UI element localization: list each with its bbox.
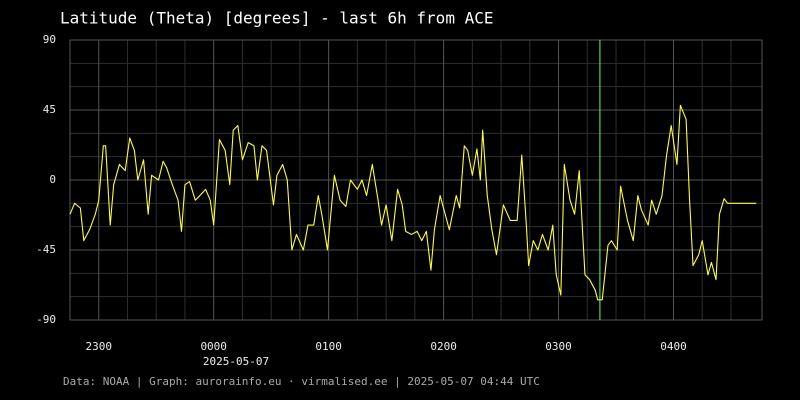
y-tick-label: 0 <box>49 173 56 186</box>
y-tick-label: 90 <box>43 33 56 46</box>
y-tick-label: -90 <box>36 313 56 326</box>
plot-border <box>69 39 763 321</box>
x-tick-label: 0400 <box>660 340 687 353</box>
x-tick-label: 0200 <box>430 340 457 353</box>
data-line <box>69 104 757 301</box>
x-tick-label: 0300 <box>545 340 572 353</box>
x-tick-label: 0000 <box>200 340 227 353</box>
date-label: 2025-05-07 <box>203 355 269 368</box>
x-tick-label: 0100 <box>315 340 342 353</box>
footer: Data: NOAA | Graph: aurorainfo.eu · virm… <box>63 375 540 388</box>
y-tick-label: 45 <box>43 103 56 116</box>
chart-title: Latitude (Theta) [degrees] - last 6h fro… <box>60 9 493 28</box>
x-tick-label: 2300 <box>85 340 112 353</box>
y-tick-label: -45 <box>36 243 56 256</box>
